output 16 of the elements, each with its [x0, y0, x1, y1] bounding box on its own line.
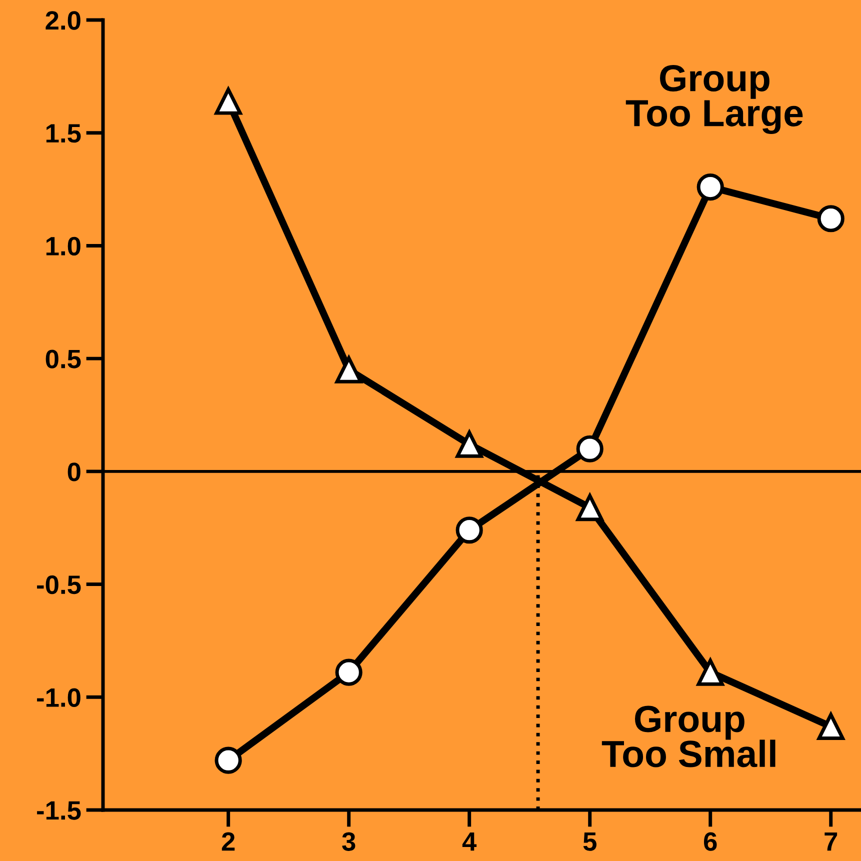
- x-tick-label: 7: [824, 832, 838, 851]
- x-tick-label: 3: [342, 832, 356, 851]
- y-tick-label: 2.0: [46, 11, 80, 30]
- y-tick-label: -0.5: [37, 575, 81, 594]
- y-tick-label: 0.5: [46, 350, 81, 368]
- y-tick-label: -1.0: [37, 688, 80, 707]
- y-tick-label: 1.5: [46, 124, 81, 143]
- annotation: Group Too Large: [626, 64, 803, 134]
- y-tick-label: 1.0: [46, 236, 80, 256]
- x-tick-label: 5: [583, 832, 596, 851]
- y-tick-label: 0: [68, 462, 80, 482]
- x-tick-label: 4: [462, 832, 477, 851]
- annotation: Group Too Small: [602, 706, 776, 768]
- x-tick-label: 2: [222, 832, 235, 851]
- x-tick-label: 6: [704, 832, 717, 851]
- y-tick-label: -1.5: [37, 801, 81, 820]
